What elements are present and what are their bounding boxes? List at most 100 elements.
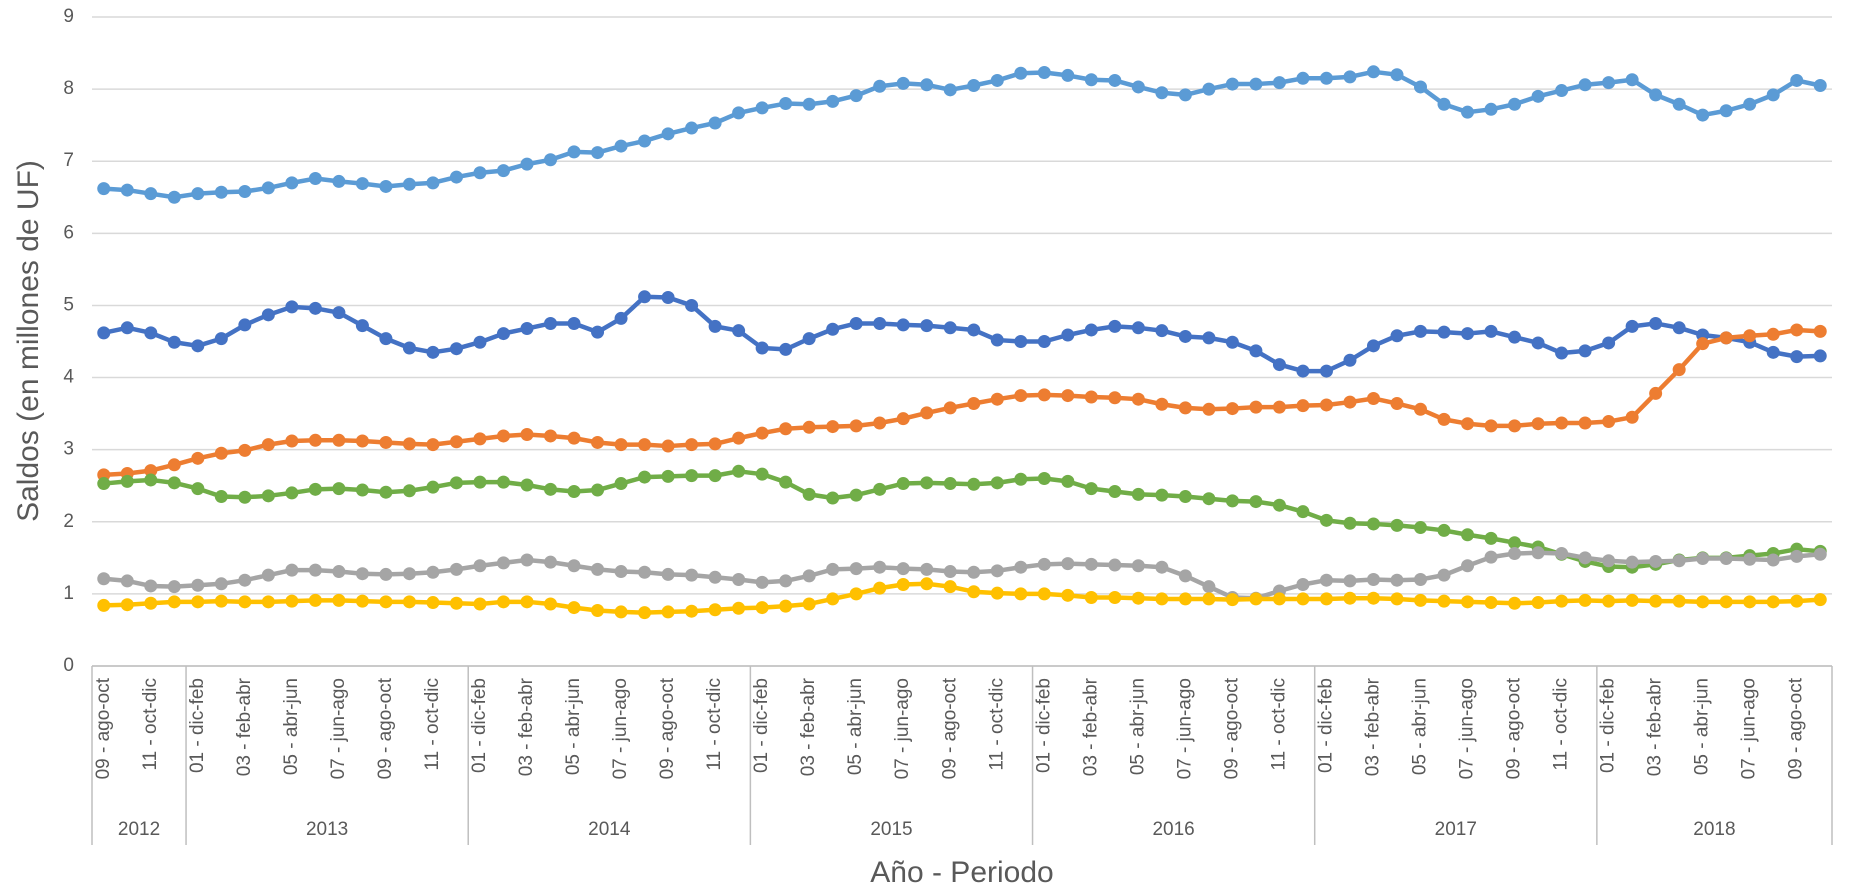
data-point [473,335,487,349]
data-point [1437,412,1451,426]
data-point [1108,590,1122,604]
data-point [1531,336,1545,350]
data-point [1696,595,1710,609]
data-point [826,322,840,336]
data-point [238,490,252,504]
data-point [1343,574,1357,588]
data-point [191,187,205,201]
data-point [1743,329,1757,343]
data-point [873,416,887,430]
x-tick-label: 07 - jun-ago [328,678,349,779]
data-point [591,146,605,160]
data-point [1155,324,1169,338]
data-point [967,477,981,491]
data-point [638,606,652,620]
data-point [1366,65,1380,79]
data-point [1649,594,1663,608]
data-point [1249,592,1263,606]
data-point [755,426,769,440]
data-point [1602,336,1616,350]
data-point [1625,73,1639,87]
data-point [1014,560,1028,574]
x-tick-label: 11 - oct-dic [1268,678,1289,771]
data-point [732,106,746,120]
data-point [1319,71,1333,85]
data-point [1296,399,1310,413]
data-point [379,595,393,609]
data-point [732,431,746,445]
data-point [802,487,816,501]
data-point [191,595,205,609]
data-point [1178,490,1192,504]
y-tick-label: 8 [63,78,74,99]
data-point [308,433,322,447]
data-point [214,594,228,608]
data-point [261,308,275,322]
data-point [1508,419,1522,433]
data-point [990,586,1004,600]
data-point [1131,392,1145,406]
data-point [1131,80,1145,94]
data-point [990,333,1004,347]
data-point [1625,555,1639,569]
data-point [1296,578,1310,592]
data-point [285,300,299,314]
data-point [1366,391,1380,405]
data-point [449,342,463,356]
x-tick-label: 09 - ago-oct [1221,677,1242,779]
data-point [473,475,487,489]
data-point [167,580,181,594]
data-point [826,562,840,576]
data-point [1343,353,1357,367]
data-point [1743,97,1757,111]
data-point [496,556,510,570]
data-point [238,595,252,609]
data-point [1484,531,1498,545]
data-point [1084,590,1098,604]
data-point [238,185,252,199]
data-point [97,182,111,196]
data-point [379,567,393,581]
data-point [473,432,487,446]
data-point [191,339,205,353]
data-point [1813,593,1827,607]
data-point [1225,593,1239,607]
x-tick-label: 09 - ago-oct [939,677,960,779]
data-point [1249,400,1263,414]
data-point [1084,390,1098,404]
data-point [1437,325,1451,339]
data-point [920,78,934,92]
data-point [144,579,158,593]
data-point [1108,391,1122,405]
data-point [896,76,910,90]
data-point [1649,554,1663,568]
data-point [567,316,581,330]
data-point [261,595,275,609]
data-point [1319,364,1333,378]
data-point [1202,331,1216,345]
data-point [614,311,628,325]
data-point [261,181,275,195]
data-point [1414,80,1428,94]
data-point [426,176,440,190]
data-point [426,438,440,452]
data-point [496,595,510,609]
data-point [1390,592,1404,606]
data-point [920,562,934,576]
data-point [144,326,158,340]
data-point [685,568,699,582]
data-point [308,563,322,577]
y-tick-label: 4 [63,367,74,388]
data-point [1602,415,1616,429]
data-point [1037,557,1051,571]
y-tick-label: 7 [63,150,74,171]
x-tick-label: 01 - dic-feb [1315,678,1336,773]
y-tick-label: 2 [63,511,74,532]
data-point [1461,417,1475,431]
data-point [779,342,793,356]
x-tick-label: 05 - abr-jun [281,678,302,775]
data-point [332,174,346,188]
data-point [1414,521,1428,535]
data-point [1719,595,1733,609]
data-point [732,464,746,478]
